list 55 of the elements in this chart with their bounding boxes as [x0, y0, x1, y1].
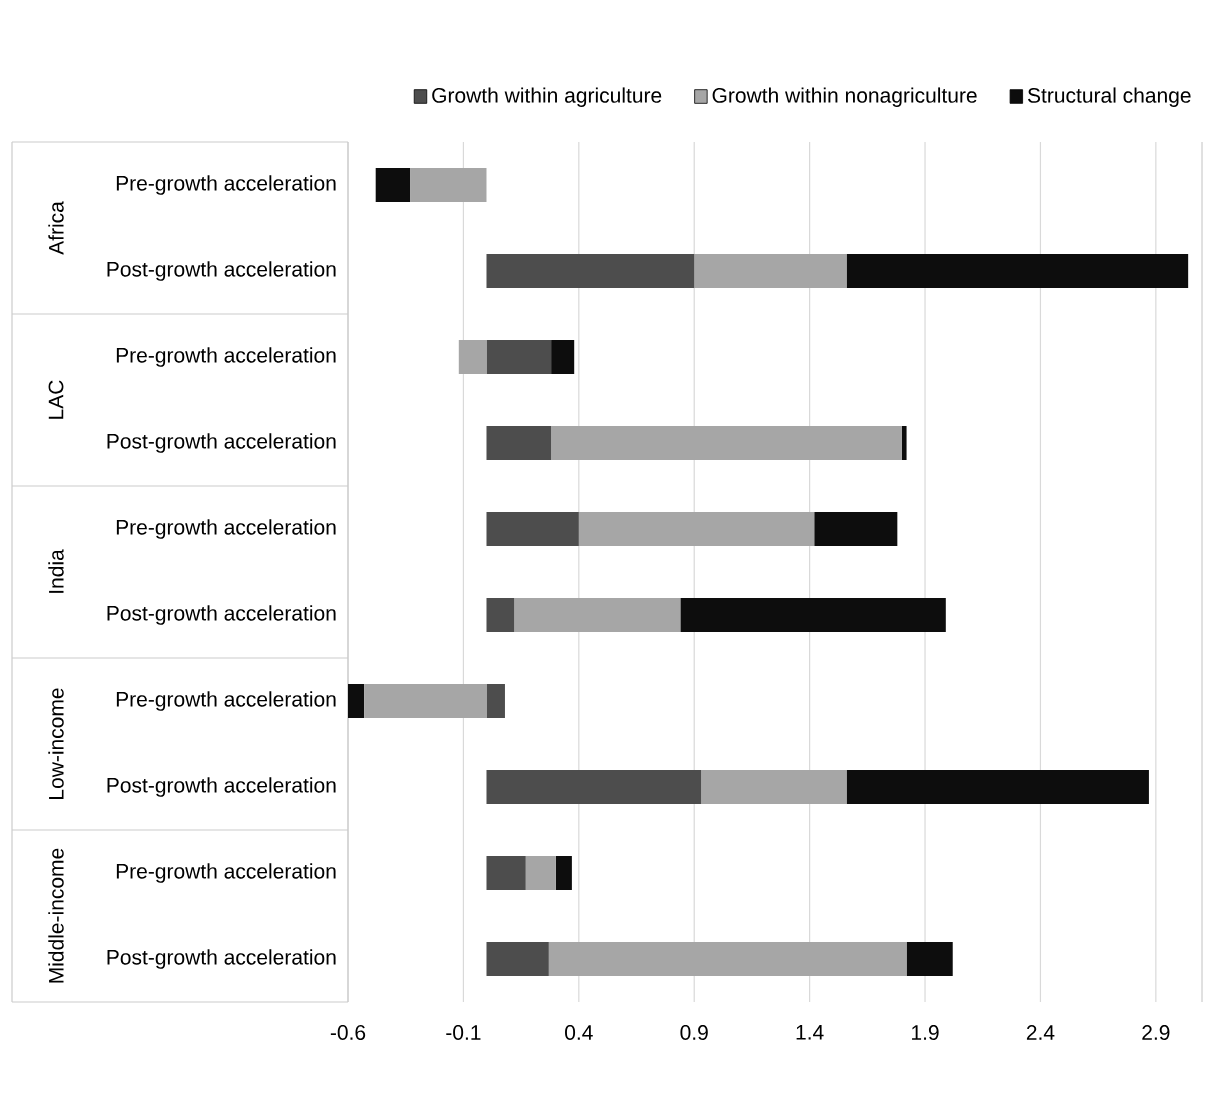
legend-label: Structural change [1027, 87, 1191, 107]
bar [680, 598, 946, 633]
y-tick-label: Pre-growth acceleration [116, 863, 336, 883]
bar [906, 942, 953, 977]
bar [364, 684, 487, 718]
text: LAC [48, 380, 64, 419]
y-tick-label: Post-growth acceleration [107, 261, 336, 281]
bar [555, 856, 572, 891]
x-tick-label: 2.4 [1026, 1025, 1055, 1040]
y-tick-label: Post-growth acceleration [107, 777, 336, 797]
bar [348, 684, 365, 718]
x-tick-label: -0.1 [446, 1025, 481, 1040]
text: India [48, 549, 64, 593]
bar [486, 512, 579, 547]
bar [486, 684, 505, 719]
x-tick-label: 2.9 [1142, 1025, 1170, 1040]
bar [578, 512, 815, 547]
x-tick-label: 1.9 [912, 1025, 939, 1040]
bar [458, 340, 487, 375]
x-tick-label: 0.4 [565, 1025, 593, 1040]
bar [548, 942, 907, 977]
legend-label: Growth within nonagriculture [712, 87, 977, 107]
bar [814, 512, 898, 547]
text: Low-income [48, 688, 64, 799]
y-tick-label: Post-growth acceleration [107, 605, 336, 625]
bar [551, 340, 575, 375]
bar [694, 254, 847, 289]
bar [486, 942, 549, 977]
y-tick-label: Pre-growth acceleration [116, 691, 336, 711]
bar [486, 856, 526, 891]
x-tick-label: 1.4 [796, 1025, 824, 1040]
text: Middle-income [48, 848, 64, 983]
bar [486, 340, 552, 375]
bar [486, 598, 515, 633]
y-tick-label: Post-growth acceleration [107, 433, 336, 453]
y-tick-label: Pre-growth acceleration [116, 175, 336, 195]
x-tick-label: 0.9 [680, 1025, 708, 1040]
x-tick-label: -0.6 [330, 1025, 366, 1040]
bar [375, 168, 411, 203]
y-tick-label: Post-growth acceleration [107, 949, 336, 969]
text: Africa [48, 201, 64, 255]
bar [551, 426, 902, 461]
bar [486, 254, 695, 289]
bar [486, 770, 702, 805]
bar [846, 254, 1189, 289]
bar [846, 770, 1149, 805]
bar [514, 598, 681, 633]
bar [701, 770, 847, 805]
y-tick-label: Pre-growth acceleration [116, 347, 336, 367]
bar [486, 426, 552, 461]
bar [410, 168, 487, 203]
bar [901, 426, 907, 461]
y-tick-label: Pre-growth acceleration [116, 519, 336, 539]
bar [525, 856, 556, 891]
legend-label: Growth within agriculture [432, 87, 662, 107]
